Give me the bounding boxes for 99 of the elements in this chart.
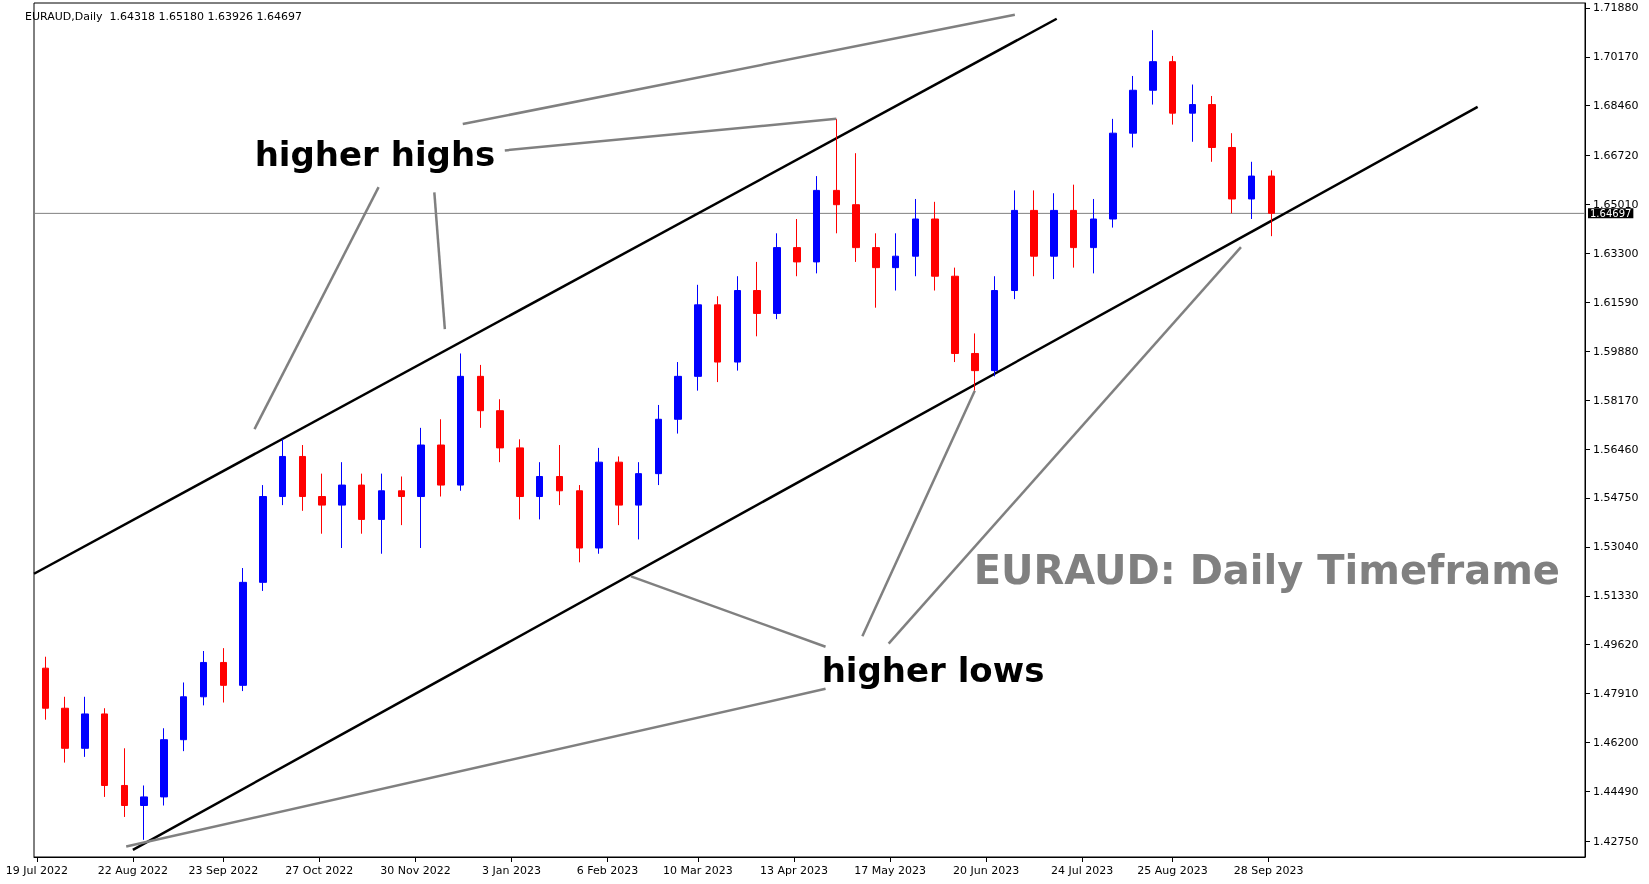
x-tick-label: 28 Sep 2023	[1233, 864, 1304, 877]
y-tick-label: 1.58170	[1593, 393, 1639, 407]
annotation: higher highs	[254, 134, 496, 174]
candlestick	[239, 567, 247, 692]
candlestick	[417, 427, 425, 549]
candlestick	[1050, 192, 1058, 280]
x-tick-label: 25 Aug 2023	[1137, 864, 1208, 877]
text: EURAUD: Daily Timeframe	[973, 547, 1561, 593]
y-tick-label: 1.70170	[1593, 50, 1639, 64]
candlestick	[81, 696, 89, 758]
x-tick-label: 3 Jan 2023	[481, 864, 541, 877]
candlestick	[101, 707, 108, 798]
candlestick	[42, 656, 49, 721]
y-tick-label: 1.46200	[1593, 736, 1639, 750]
y-tick-label: 1.61590	[1593, 295, 1639, 309]
x-tick-label: 6 Feb 2023	[576, 864, 639, 877]
candlestick	[259, 484, 267, 592]
x-tick-label: 17 May 2023	[854, 864, 926, 877]
candlestick	[595, 447, 603, 555]
candlestick	[1109, 118, 1117, 229]
candlestick	[793, 218, 801, 277]
x-tick-label: 10 Mar 2023	[663, 864, 733, 877]
x-tick-label: 23 Sep 2022	[188, 864, 259, 877]
candlestick	[872, 232, 880, 309]
x-tick-label: 30 Nov 2022	[380, 864, 451, 877]
candlestick	[200, 650, 207, 706]
y-tick-label: 1.54750	[1593, 491, 1639, 505]
candlestick	[1228, 132, 1236, 214]
candlestick	[279, 438, 286, 506]
candlestick	[121, 747, 128, 818]
candlestick	[655, 404, 662, 486]
y-tick-label: 1.63300	[1593, 246, 1639, 260]
candlestick	[1189, 84, 1196, 143]
y-tick-label: 1.68460	[1593, 99, 1639, 113]
candlestick	[358, 473, 365, 535]
candlestick	[496, 398, 504, 463]
x-tick-label: 22 Aug 2022	[97, 864, 169, 877]
candlestick	[635, 461, 642, 540]
candlestick	[753, 261, 761, 337]
candlestick	[1268, 169, 1275, 237]
candlestick	[180, 681, 187, 752]
candlestick	[931, 201, 939, 292]
candlestick	[516, 438, 524, 520]
candlestick	[536, 461, 543, 520]
x-tick-label: 13 Apr 2023	[759, 864, 828, 877]
candlestick	[1030, 189, 1038, 277]
y-tick-label: 1.59880	[1593, 344, 1639, 358]
candlestick	[813, 175, 820, 274]
candlestick	[1248, 161, 1255, 220]
candlestick	[220, 647, 227, 704]
ref-line-label: 1.64697	[1590, 207, 1632, 219]
x-tick-label: 24 Jul 2023	[1050, 864, 1114, 877]
candlestick	[714, 295, 721, 383]
y-tick-label: 1.47910	[1593, 687, 1639, 701]
candlestick	[852, 152, 860, 263]
candlestick	[951, 267, 959, 363]
candlestick	[338, 461, 346, 549]
annotation: higher lows	[821, 650, 1045, 690]
candlestick	[674, 361, 682, 435]
candlestick	[1129, 75, 1137, 148]
y-tick-label: 1.66720	[1593, 148, 1639, 162]
x-tick-label: 27 Oct 2022	[285, 864, 354, 877]
candlestick	[971, 332, 979, 392]
candlestick	[457, 352, 464, 492]
y-tick-label: 1.42750	[1593, 834, 1639, 848]
candlestick	[398, 475, 405, 526]
candlestick	[61, 696, 69, 764]
y-tick-label: 1.44490	[1593, 784, 1639, 798]
candlestick	[1149, 29, 1157, 106]
candlestick	[378, 473, 385, 555]
candlestick	[576, 484, 583, 563]
x-tick-label: 20 Jun 2023	[952, 864, 1020, 877]
candlestick	[991, 275, 998, 377]
y-tick-label: 1.56460	[1593, 442, 1639, 456]
y-tick-label: 1.71880	[1593, 1, 1639, 15]
y-tick-label: 1.53040	[1593, 540, 1639, 554]
candlestick	[140, 784, 148, 841]
x-tick-label: 19 Jul 2022	[5, 864, 68, 877]
candlestick	[299, 444, 306, 512]
candlestick	[160, 727, 168, 806]
candlestick	[477, 364, 484, 429]
candlestick	[912, 198, 919, 277]
candlestick	[694, 284, 702, 392]
candlestick	[892, 232, 899, 292]
candlestick	[1208, 95, 1216, 163]
candlestick	[833, 118, 840, 234]
candlestick	[1169, 55, 1176, 126]
candlestick	[318, 473, 326, 535]
candlestick	[556, 444, 563, 506]
candlestick	[773, 232, 781, 320]
text: EURAUD,Daily 1.64318 1.65180 1.63926 1.64697	[25, 10, 303, 23]
candlestick	[734, 275, 741, 372]
candlestick	[1070, 184, 1077, 269]
candlestick	[437, 418, 445, 498]
y-tick-label: 1.51330	[1593, 589, 1639, 603]
candlestick	[1011, 189, 1018, 300]
y-tick-label: 1.49620	[1593, 638, 1639, 652]
candlestick	[615, 455, 623, 526]
candlestick	[1090, 198, 1097, 274]
